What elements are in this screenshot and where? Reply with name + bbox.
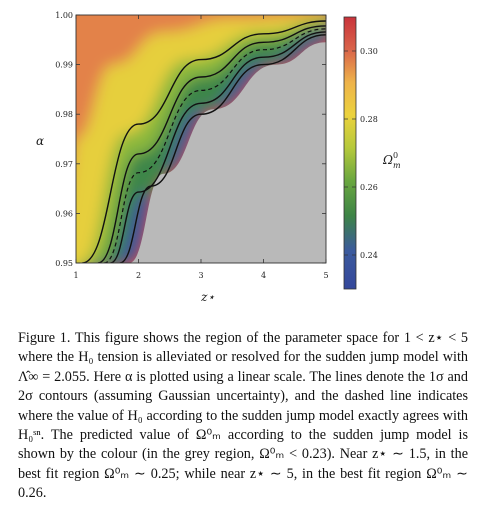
heatmap-field: [76, 15, 326, 263]
x-tick-label: 4: [261, 271, 266, 280]
x-tick-label: 1: [73, 271, 78, 280]
x-tick-label: 2: [136, 271, 141, 280]
colorbar-tick-label: 0.26: [360, 183, 378, 192]
contour-best-fit: [103, 28, 326, 263]
y-tick-label: 0.96: [55, 209, 73, 218]
x-tick-label: 5: [323, 271, 328, 280]
y-tick-label: 1.00: [55, 11, 73, 20]
figure-caption: Figure 1. This figure shows the region o…: [18, 329, 468, 504]
contour-2sigma-lower: [119, 34, 326, 263]
colorbar: [343, 16, 357, 290]
colorbar-ticks: 0.24 0.26 0.28 0.30: [344, 47, 378, 260]
y-tick-label: 0.95: [55, 259, 73, 268]
color-band-0-30: [76, 15, 326, 139]
colorbar-label: Ω0 m: [382, 151, 401, 170]
y-tick-label: 0.98: [55, 110, 73, 119]
figure-1: 1 2 3 4 5 0.95 0.96 0.97 0.98 0.99 1.00 z⋆ α 0.24…: [36, 11, 401, 304]
x-axis-label: z⋆: [200, 290, 215, 304]
y-tick-label: 0.97: [55, 160, 73, 169]
colorbar-tick-label: 0.24: [360, 251, 378, 260]
colorbar-tick-label: 0.30: [360, 47, 378, 56]
alpha-zstar-heatmap: 1 2 3 4 5 0.95 0.96 0.97 0.98 0.99 1.00 z⋆ α 0.24…: [36, 11, 401, 304]
y-tick-label: 0.99: [55, 61, 73, 70]
x-tick-label: 3: [198, 271, 203, 280]
contour-lines: [82, 20, 326, 263]
grey-region: [129, 42, 326, 263]
y-axis-label: α: [36, 134, 44, 148]
contour-1sigma-lower: [110, 31, 326, 263]
colorbar-tick-label: 0.28: [360, 115, 378, 124]
contour-1sigma-upper: [97, 25, 326, 263]
caption-text: Figure 1. This figure shows the region o…: [18, 330, 468, 502]
contour-2sigma-upper: [82, 20, 326, 263]
color-band-0-275: [76, 15, 326, 263]
y-axis: 0.95 0.96 0.97 0.98 0.99 1.00: [55, 11, 326, 268]
x-axis: 1 2 3 4 5: [73, 15, 329, 280]
